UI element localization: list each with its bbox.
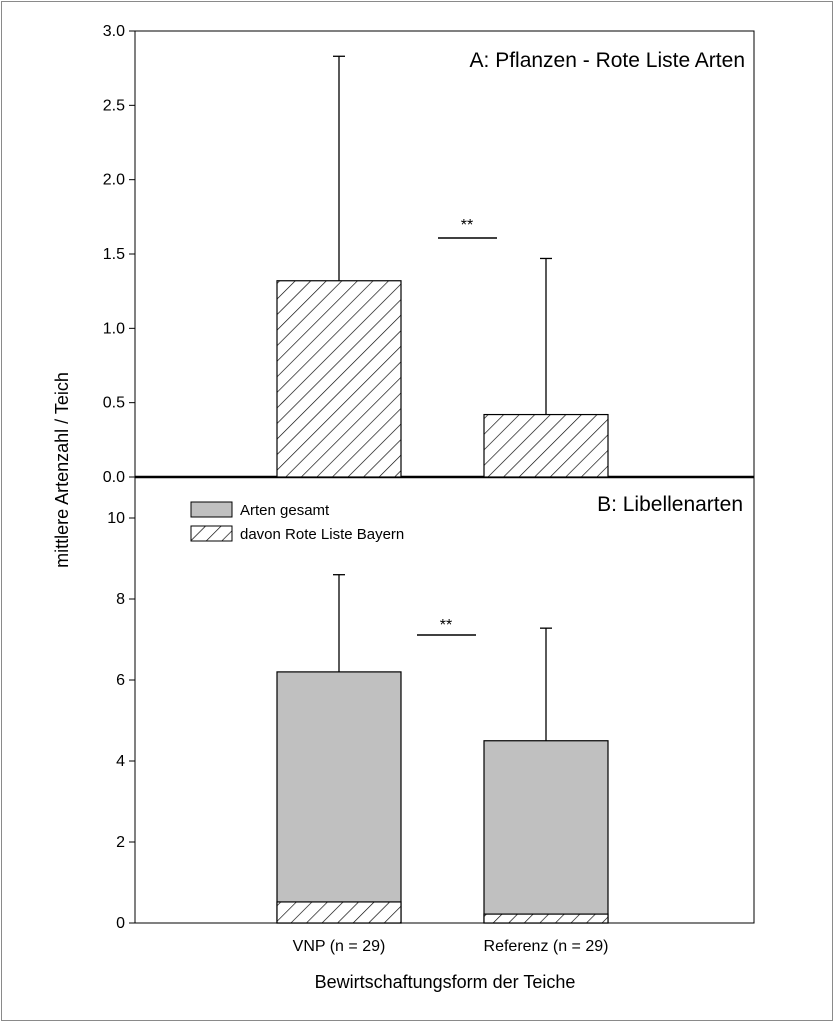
legend: Arten gesamt davon Rote Liste Bayern (190, 501, 404, 543)
panel-a-bar-vnp-0 (276, 280, 402, 478)
panel-a-y-tick-label-6: 3.0 (103, 23, 125, 40)
panel-b-significance: ** (417, 617, 476, 636)
panel-a-significance-label: ** (461, 217, 473, 234)
panel-a-y-tick-label-0: 0.0 (103, 469, 125, 486)
legend-label-rote-liste: davon Rote Liste Bayern (240, 526, 404, 543)
panel-a-y-tick-label-1: 0.5 (103, 395, 125, 412)
x-tick-label-referenz: Referenz (n = 29) (484, 938, 609, 955)
panel-a-bar-referenz-0 (483, 413, 609, 478)
x-axis-title: Bewirtschaftungsform der Teiche (315, 972, 576, 992)
panel-a-y-tick-label-5: 2.5 (103, 97, 125, 114)
x-tick-label-vnp: VNP (n = 29) (293, 938, 386, 955)
panel-b-y-tick-label-2: 4 (116, 753, 125, 770)
panel-b-y-tick-label-4: 8 (116, 591, 125, 608)
panel-b-frame (134, 476, 755, 924)
panel-a-y-tick-label-3: 1.5 (103, 246, 125, 263)
panel-b-significance-label: ** (440, 617, 452, 634)
panel-b-bar-referenz-1 (483, 913, 609, 924)
panel-a-y-tick-label-2: 1.0 (103, 320, 125, 337)
y-axis-title: mittlere Artenzahl / Teich (52, 372, 72, 568)
panel-b-y-tick-label-3: 6 (116, 672, 125, 689)
panel-a-significance: ** (438, 217, 497, 239)
panel-b-y-tick-label-1: 2 (116, 834, 125, 851)
legend-swatch-rote-liste (190, 525, 233, 542)
panel-b-bar-vnp-1 (276, 901, 402, 924)
panel-a-title: A: Pflanzen - Rote Liste Arten (470, 49, 745, 72)
panel-b-bar-referenz-0 (483, 740, 609, 924)
panel-a: 0.0 0.5 1.0 1.5 2.0 2.5 3.0 (103, 23, 609, 486)
panel-b-bar-vnp-0 (276, 671, 402, 924)
panel-b-title: B: Libellenarten (597, 493, 743, 516)
legend-label-arten-gesamt: Arten gesamt (240, 502, 330, 519)
panel-b-y-tick-label-5: 10 (107, 510, 125, 527)
panel-b: 0 2 4 6 8 10 (107, 510, 609, 932)
panel-a-y-tick-label-4: 2.0 (103, 172, 125, 189)
legend-swatch-arten-gesamt (190, 501, 233, 518)
panel-b-y-tick-label-0: 0 (116, 915, 125, 932)
panel-a-frame (134, 30, 755, 478)
